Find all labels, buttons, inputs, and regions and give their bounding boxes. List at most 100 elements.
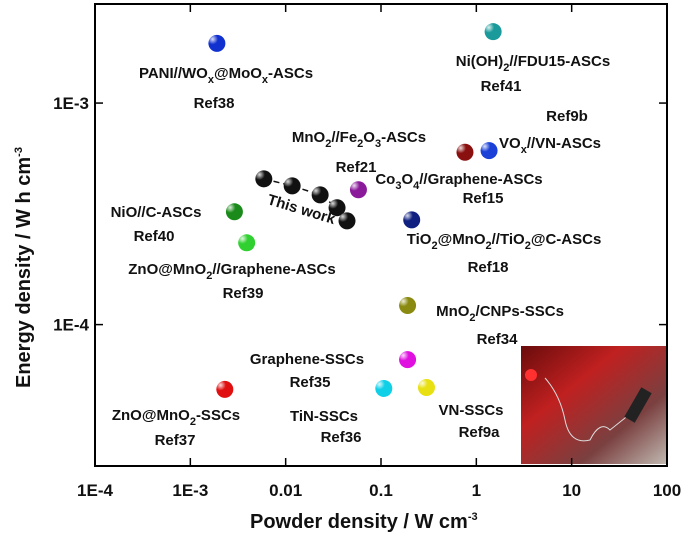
text-part: 2 (325, 138, 331, 150)
point-highlight (399, 351, 417, 369)
text-part: Powder density / W cm (250, 511, 468, 533)
text-part: @MnO (438, 231, 486, 248)
ref-label: Ref9b (546, 108, 588, 125)
text-part: 2 (190, 416, 196, 428)
point-highlight (399, 296, 417, 314)
text-part: 2 (486, 240, 492, 252)
text-part: @C-ASCs (531, 231, 601, 248)
point-highlight (349, 181, 367, 199)
ref-label: Ref39 (223, 285, 264, 302)
ref-label: Ref37 (155, 432, 196, 449)
text-part: PANI//WO (139, 65, 208, 82)
text-part: ZnO@MnO (112, 407, 190, 424)
x-tick-label: 10 (562, 481, 581, 500)
point-label: ZnO@MnO2-SSCs (112, 407, 240, 428)
text-part: Ni(OH) (456, 53, 504, 70)
text-part: 4 (413, 180, 420, 192)
point-highlight (208, 34, 226, 52)
text-part: -3 (468, 511, 478, 523)
point-highlight (484, 23, 502, 41)
x-axis-title: Powder density / W cm-3 (250, 511, 478, 533)
point-label: Co3O4//Graphene-ASCs (375, 171, 542, 192)
text-part: Graphene-SSCs (250, 351, 364, 368)
text-part: ZnO@MnO (128, 261, 206, 278)
text-part: @MoO (214, 65, 262, 82)
point-highlight (375, 379, 393, 397)
text-part: //VN-ASCs (527, 135, 601, 152)
text-part: NiO//C-ASCs (111, 204, 202, 221)
text-part: 2 (206, 270, 212, 282)
point-highlight (338, 212, 356, 230)
ref-label: Ref15 (463, 190, 504, 207)
point-label: VN-SSCs (438, 402, 503, 419)
text-part: //Graphene-ASCs (212, 261, 335, 278)
x-tick-label: 1E-3 (172, 481, 208, 500)
text-part: 3 (395, 180, 401, 192)
text-part: -SSCs (196, 407, 240, 424)
point-label: Graphene-SSCs (250, 351, 364, 368)
text-part: x (208, 74, 215, 86)
x-tick-label: 0.01 (269, 481, 302, 500)
text-part: 2 (357, 138, 363, 150)
text-part: MnO (292, 129, 326, 146)
point-highlight (480, 142, 498, 160)
inset-photo (521, 346, 666, 464)
point-label: VOx//VN-ASCs (499, 135, 601, 156)
point-highlight (403, 211, 421, 229)
text-part: -3 (13, 147, 25, 157)
point-label: NiO//C-ASCs (111, 204, 202, 221)
ref-label: Ref36 (321, 429, 362, 446)
text-part: //Graphene-ASCs (419, 171, 542, 188)
text-part: VO (499, 135, 521, 152)
ref-label: Ref40 (134, 228, 175, 245)
point-label: MnO2//Fe2O3-ASCs (292, 129, 426, 150)
ref-label: Ref35 (290, 374, 331, 391)
y-tick-label: 1E-3 (53, 94, 89, 113)
point-highlight (225, 203, 243, 221)
text-part: O (401, 171, 413, 188)
point-label: TiN-SSCs (290, 408, 358, 425)
y-tick-label: 1E-4 (53, 316, 89, 335)
x-tick-label: 100 (653, 481, 681, 500)
text-part: TiN-SSCs (290, 408, 358, 425)
text-part: 3 (375, 138, 381, 150)
x-tick-label: 0.1 (369, 481, 393, 500)
text-part: x (521, 144, 528, 156)
text-part: -ASCs (268, 65, 313, 82)
ref-label: Ref41 (481, 78, 522, 95)
text-part: 2 (525, 240, 531, 252)
ref-label: Ref9a (459, 424, 501, 441)
text-part: /CNPs-SSCs (476, 303, 564, 320)
ref-label: Ref21 (336, 159, 377, 176)
text-part: 2 (503, 62, 509, 74)
point-label: Ni(OH)2//FDU15-ASCs (456, 53, 610, 74)
text-part: 2 (431, 240, 437, 252)
x-tick-label: 1E-4 (77, 481, 113, 500)
text-part: x (262, 74, 269, 86)
ref-label: Ref18 (468, 259, 509, 276)
point-label: TiO2@MnO2//TiO2@C-ASCs (407, 231, 602, 252)
text-part: 2 (469, 312, 475, 324)
text-part: O (363, 129, 375, 146)
point-highlight (216, 380, 234, 398)
point-highlight (238, 234, 256, 252)
y-axis-title: Energy density / W h cm-3 (13, 147, 35, 388)
text-part: //FDU15-ASCs (509, 53, 610, 70)
point-label: PANI//WOx@MoOx-ASCs (139, 65, 313, 86)
x-tick-label: 1 (472, 481, 481, 500)
text-part: //TiO (492, 231, 525, 248)
point-highlight (456, 143, 474, 161)
text-part: //Fe (331, 129, 357, 146)
point-label: MnO2/CNPs-SSCs (436, 303, 564, 324)
point-highlight (311, 186, 329, 204)
point-highlight (328, 199, 346, 217)
text-part: Co (375, 171, 395, 188)
point-highlight (417, 379, 435, 397)
point-highlight (283, 177, 301, 195)
text-part: VN-SSCs (438, 402, 503, 419)
text-part: -ASCs (381, 129, 426, 146)
ref-label: Ref38 (194, 95, 235, 112)
ref-label: Ref34 (477, 331, 519, 348)
text-part: Energy density / W h cm (13, 157, 35, 388)
